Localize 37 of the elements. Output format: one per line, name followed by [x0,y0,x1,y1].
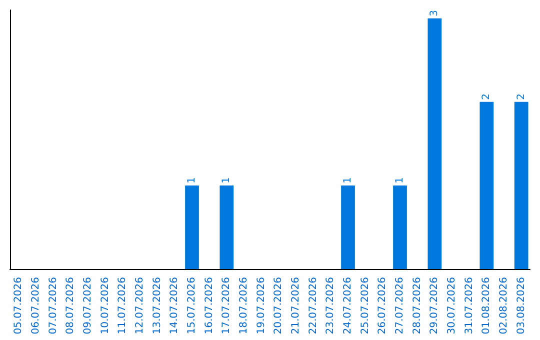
x-tick-label: 19.07.2026 [256,277,267,334]
x-tick-label: 03.08.2026 [516,277,527,334]
x-tick-label: 18.07.2026 [238,277,250,334]
data-label: 1 [186,177,198,184]
x-tick-label: 29.07.2026 [429,277,440,334]
x-tick-label: 01.08.2026 [481,277,492,334]
x-tick-label: 23.07.2026 [325,277,336,334]
x-tick-label: 24.07.2026 [342,277,354,334]
data-label: 1 [342,177,354,184]
data-label: 2 [516,94,527,100]
data-label: 1 [221,177,232,184]
x-tick-label: 05.07.2026 [13,277,24,334]
data-label: 1 [394,177,406,184]
x-tick-label: 07.07.2026 [48,277,59,334]
x-tick-label: 06.07.2026 [30,277,42,334]
x-tick-label: 30.07.2026 [446,277,458,334]
x-tick-label: 16.07.2026 [204,277,215,334]
data-label: 2 [481,94,492,100]
x-tick-label: 28.07.2026 [412,277,423,334]
x-tick-label: 15.07.2026 [186,277,198,334]
x-tick-label: 09.07.2026 [82,277,94,334]
x-tick-label: 25.07.2026 [360,277,371,334]
x-tick-label: 17.07.2026 [221,277,232,334]
data-label: 3 [429,10,440,16]
x-tick-label: 26.07.2026 [377,277,388,334]
x-tick-label: 13.07.2026 [152,277,163,334]
x-tick-label: 31.07.2026 [464,277,475,334]
x-tick-label: 14.07.2026 [169,277,180,334]
x-tick-label: 12.07.2026 [134,277,146,334]
x-tick-label: 27.07.2026 [394,277,406,334]
x-tick-label: 21.07.2026 [290,277,302,334]
x-tick-label: 22.07.2026 [308,277,319,334]
x-tick-label: 10.07.2026 [100,277,111,334]
x-tick-label: 20.07.2026 [273,277,284,334]
x-tick-label: 02.08.2026 [498,277,510,334]
x-tick-label: 11.07.2026 [117,277,128,334]
x-tick-label: 08.07.2026 [65,277,76,334]
